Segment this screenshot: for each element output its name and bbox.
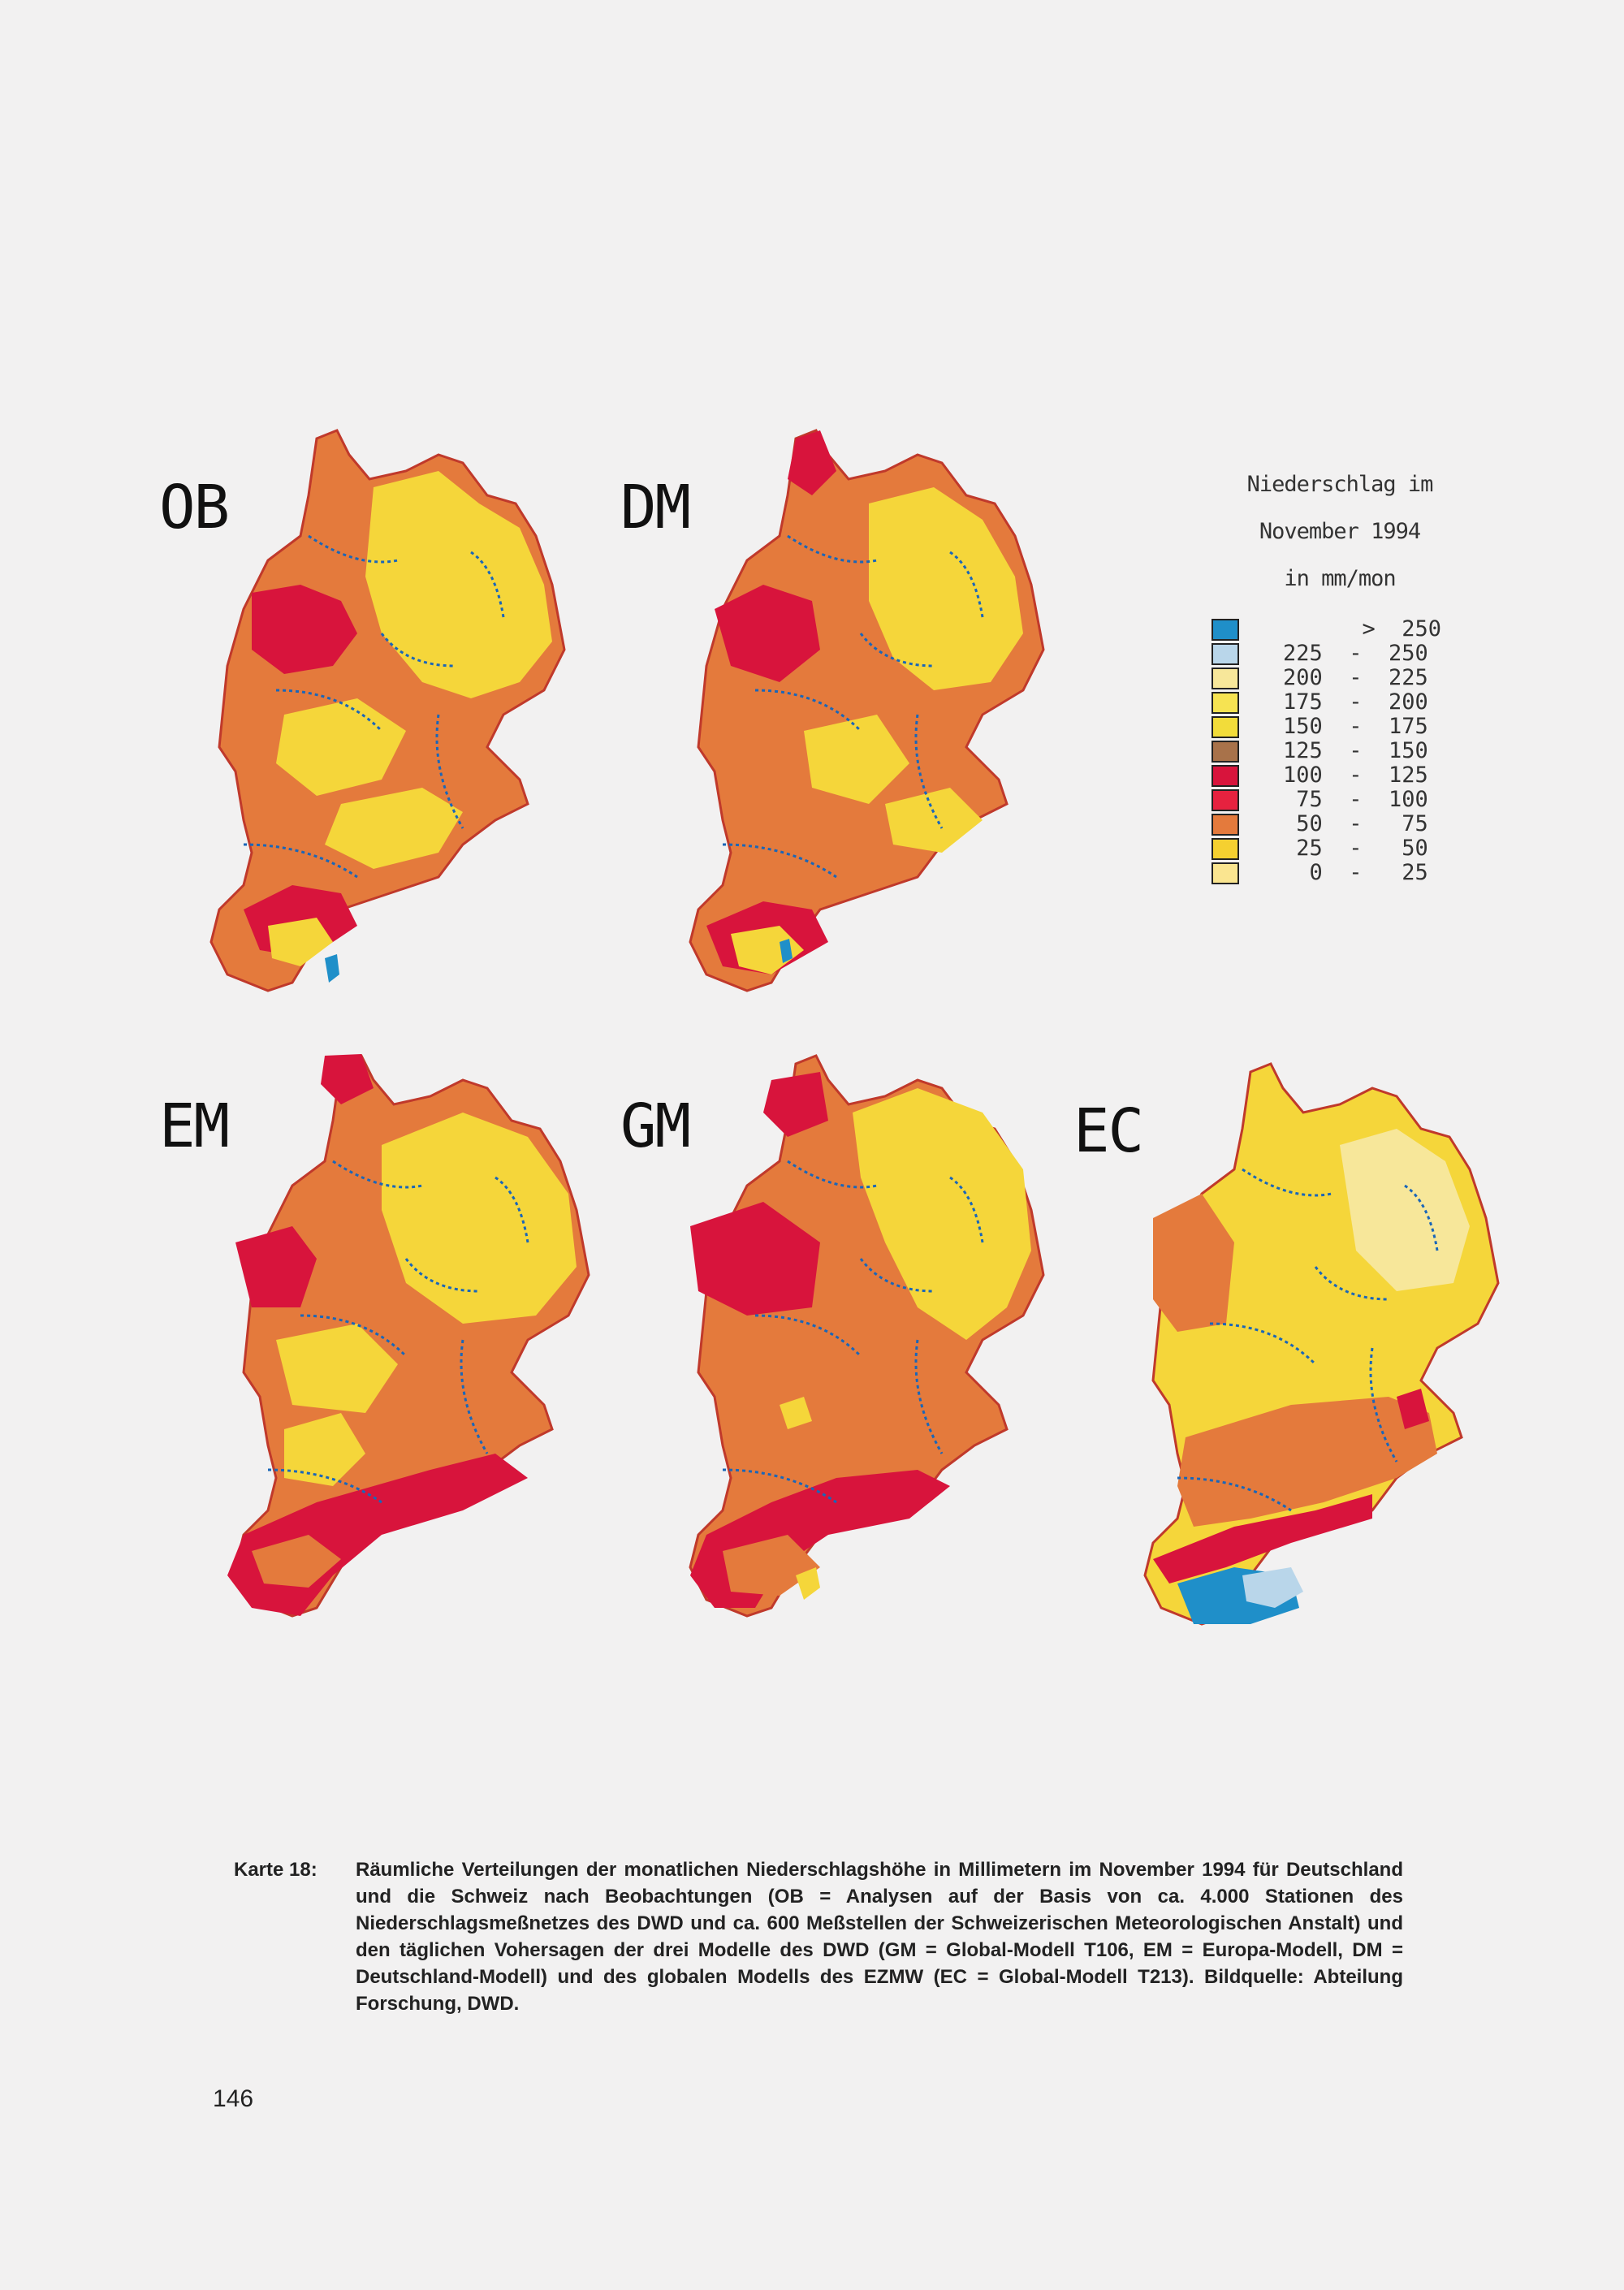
legend-row: 0 - 25 — [1212, 861, 1488, 885]
legend-range: 150 - 175 — [1283, 714, 1428, 739]
legend-swatch — [1212, 789, 1239, 811]
map-ob: OB — [156, 422, 585, 992]
legend-title-line1: Niederschlag im — [1246, 472, 1434, 497]
state-borders — [722, 534, 984, 879]
legend-row: 125 - 150 — [1212, 739, 1488, 763]
legend-row: 175 - 200 — [1212, 690, 1488, 715]
red-region-north — [763, 1072, 828, 1137]
legend-swatch — [1212, 643, 1239, 665]
yellow-region-east — [365, 471, 552, 698]
map-em-graphic — [227, 1054, 590, 1618]
legend-swatch — [1212, 668, 1239, 689]
map-gm-graphic — [689, 1054, 1045, 1618]
legend-row: 150 - 175 — [1212, 715, 1488, 739]
country-outline — [689, 429, 1045, 992]
yellow-spot-swiss — [796, 1567, 820, 1600]
map-dm-graphic — [689, 429, 1045, 992]
legend-range: 200 - 225 — [1283, 665, 1428, 690]
caption-label: Karte 18: — [234, 1859, 317, 1881]
yellow-region-middle — [276, 1324, 398, 1413]
legend-range: 100 - 125 — [1283, 763, 1428, 788]
map-label-dm: DM — [617, 477, 693, 538]
legend-rows: > 250 225 - 250 200 - 225 175 - 200 150 - 17… — [1212, 617, 1488, 885]
legend-swatch — [1212, 692, 1239, 714]
legend-title-line3: in mm/mon — [1284, 566, 1396, 591]
orange-region-swiss — [252, 1535, 341, 1588]
yellow-region-east — [869, 487, 1023, 690]
legend-row: > 250 — [1212, 617, 1488, 642]
legend-range: > 250 — [1283, 616, 1442, 642]
state-borders — [1177, 1168, 1439, 1512]
map-ec-graphic — [1143, 1062, 1500, 1626]
legend-swatch — [1212, 741, 1239, 763]
legend-swatch — [1212, 619, 1239, 641]
legend-range: 75 - 100 — [1283, 787, 1428, 812]
legend-swatch — [1212, 862, 1239, 884]
red-spot-east — [1397, 1389, 1429, 1429]
map-gm: GM — [617, 1048, 1064, 1618]
yellow-spot-middle — [780, 1397, 812, 1429]
state-borders — [722, 1160, 984, 1504]
orange-region-south — [1177, 1397, 1437, 1527]
map-label-em: EM — [156, 1096, 232, 1156]
orange-region-west — [1153, 1194, 1234, 1332]
legend-swatch — [1212, 716, 1239, 738]
legend-swatch — [1212, 814, 1239, 836]
yellow-region-south — [284, 1413, 365, 1486]
legend-row: 75 - 100 — [1212, 788, 1488, 812]
map-ob-graphic — [209, 429, 566, 992]
yellow-region-east — [853, 1088, 1031, 1340]
yellow-region-east — [382, 1113, 577, 1324]
legend-swatch — [1212, 838, 1239, 860]
red-region-west — [715, 585, 820, 682]
legend-row: 200 - 225 — [1212, 666, 1488, 690]
country-outline — [1143, 1062, 1500, 1626]
red-region-west — [252, 585, 357, 674]
yellow-region-swiss — [731, 926, 804, 974]
caption-text: Räumliche Verteilungen der monatlichen N… — [356, 1859, 1403, 2015]
red-region-west — [235, 1226, 317, 1307]
legend-swatch — [1212, 765, 1239, 787]
red-region-west — [690, 1202, 820, 1316]
blue-spot-alps — [325, 954, 339, 983]
legend-row: 225 - 250 — [1212, 642, 1488, 666]
legend-range: 50 - 75 — [1283, 811, 1428, 836]
yellow-region-south — [325, 788, 463, 869]
map-ec: EC — [1070, 1056, 1518, 1626]
red-region-alps — [1153, 1494, 1372, 1584]
legend-row: 50 - 75 — [1212, 812, 1488, 836]
red-region-north — [788, 430, 836, 495]
light-blue-region-swiss — [1242, 1567, 1303, 1608]
legend-range: 225 - 250 — [1283, 641, 1428, 666]
map-label-ec: EC — [1070, 1101, 1147, 1161]
map-label-gm: GM — [617, 1096, 693, 1156]
orange-region-swiss — [723, 1535, 820, 1596]
legend: Niederschlag im November 1994 in mm/mon … — [1202, 461, 1478, 885]
state-borders — [267, 1160, 529, 1504]
legend-title-line2: November 1994 — [1259, 519, 1421, 544]
page-number: 146 — [213, 2085, 254, 2112]
legend-row: 100 - 125 — [1212, 763, 1488, 788]
caption: Karte 18: Räumliche Verteilungen der mon… — [234, 1856, 1405, 2051]
yellow-region-south — [885, 788, 983, 853]
legend-range: 125 - 150 — [1283, 738, 1428, 763]
red-region-north — [321, 1054, 374, 1104]
legend-range: 175 - 200 — [1283, 689, 1428, 715]
map-dm: DM — [617, 422, 1064, 992]
state-borders — [243, 534, 505, 879]
map-em: EM — [156, 1048, 609, 1618]
blue-spot-alps — [780, 939, 793, 963]
yellow-region-middle — [804, 715, 909, 804]
legend-range: 25 - 50 — [1283, 836, 1428, 861]
yellow-region-swiss — [268, 918, 333, 966]
legend-range: 0 - 25 — [1283, 860, 1428, 885]
map-label-ob: OB — [156, 477, 232, 538]
legend-row: 25 - 50 — [1212, 836, 1488, 861]
